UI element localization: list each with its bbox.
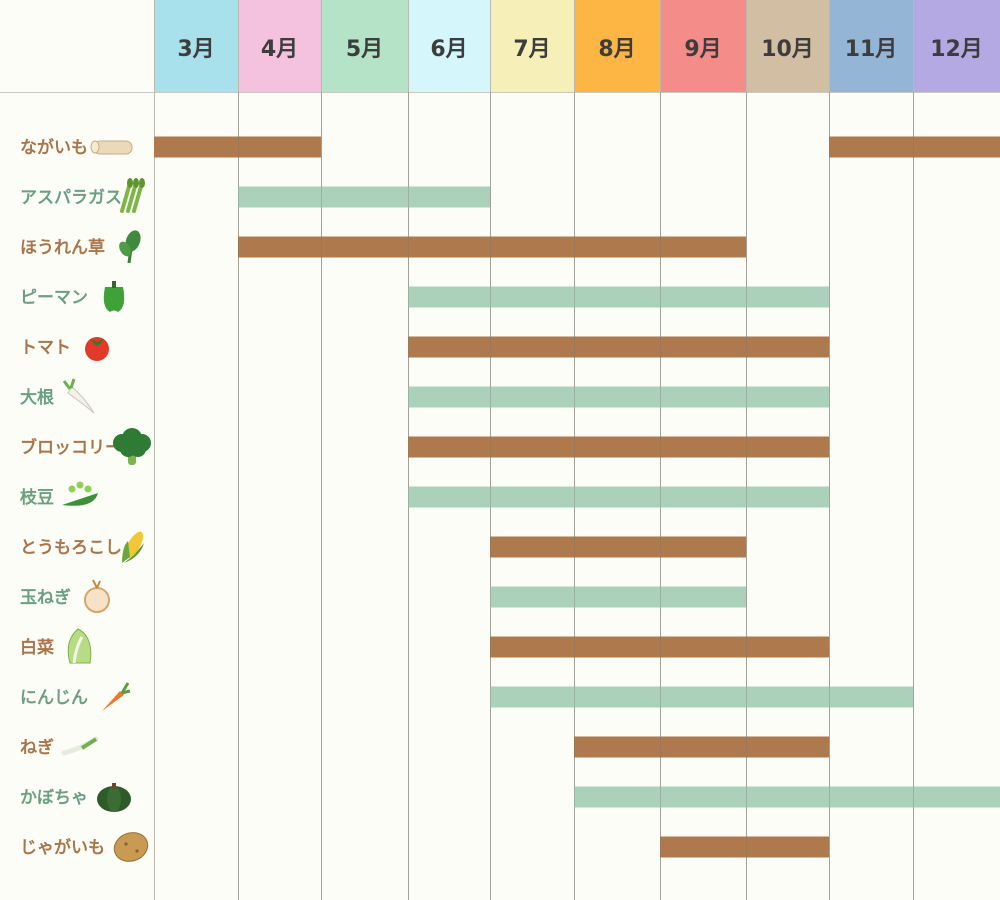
onion-icon bbox=[84, 579, 110, 613]
row-label: トマト bbox=[20, 338, 71, 358]
month-label: 6月 bbox=[430, 37, 467, 62]
season-bar bbox=[408, 386, 829, 408]
season-bar bbox=[829, 136, 1000, 158]
month-label: 3月 bbox=[177, 37, 214, 62]
season-bar bbox=[408, 486, 829, 508]
season-bar bbox=[490, 586, 746, 608]
corn-icon bbox=[122, 531, 144, 563]
season-bar bbox=[154, 136, 321, 158]
season-bar bbox=[408, 336, 829, 358]
month-header-cell bbox=[408, 0, 490, 92]
month-label: 10月 bbox=[761, 37, 814, 62]
month-label: 12月 bbox=[930, 37, 983, 62]
row-label: ながいも bbox=[20, 137, 88, 158]
month-label: 7月 bbox=[513, 37, 550, 62]
row-label: 大根 bbox=[20, 387, 54, 408]
row-label: にんじん bbox=[20, 688, 88, 708]
month-header-cell bbox=[321, 0, 408, 92]
asparagus-icon bbox=[120, 178, 145, 213]
month-header-cell bbox=[746, 0, 829, 92]
season-bar bbox=[408, 436, 829, 458]
month-label: 5月 bbox=[346, 37, 383, 62]
chinese-cabbage-icon bbox=[67, 628, 92, 664]
row-label: ねぎ bbox=[20, 737, 54, 758]
carrot-icon bbox=[102, 682, 131, 711]
month-label: 8月 bbox=[598, 37, 635, 62]
pumpkin-icon bbox=[97, 783, 131, 812]
month-header-cell bbox=[154, 0, 238, 92]
month-label: 9月 bbox=[684, 37, 721, 62]
season-bar bbox=[574, 736, 829, 758]
month-header-cell bbox=[238, 0, 321, 92]
season-bar bbox=[490, 536, 746, 558]
month-label: 11月 bbox=[845, 37, 898, 62]
nagaimo-icon bbox=[90, 140, 133, 155]
row-label: とうもろこし bbox=[20, 538, 122, 558]
row-label: じゃがいも bbox=[20, 837, 105, 858]
season-bar bbox=[574, 786, 1000, 808]
season-bar bbox=[490, 636, 829, 658]
season-bar bbox=[490, 686, 913, 708]
month-label: 4月 bbox=[261, 37, 298, 62]
month-header-cell bbox=[913, 0, 1000, 92]
potato-icon bbox=[113, 832, 149, 862]
month-header-cell bbox=[574, 0, 660, 92]
daikon-icon bbox=[62, 378, 95, 414]
edamame-icon bbox=[62, 481, 98, 506]
row-label: かぼちゃ bbox=[20, 788, 88, 808]
row-label: ほうれん草 bbox=[20, 238, 105, 258]
green-pepper-icon bbox=[103, 281, 125, 312]
row-label: アスパラガス bbox=[20, 188, 122, 208]
spinach-icon bbox=[119, 230, 141, 264]
season-bar bbox=[238, 236, 746, 258]
row-label: 白菜 bbox=[20, 637, 55, 658]
green-onion-icon bbox=[61, 736, 99, 756]
month-header-cell bbox=[829, 0, 913, 92]
month-header-cell bbox=[490, 0, 574, 92]
season-bar bbox=[238, 186, 490, 208]
season-bar bbox=[660, 836, 829, 858]
row-label: 枝豆 bbox=[20, 487, 54, 508]
broccoli-icon bbox=[113, 428, 151, 465]
month-header-cell bbox=[660, 0, 746, 92]
season-bar bbox=[408, 286, 829, 308]
row-label: ブロッコリー bbox=[20, 437, 122, 458]
tomato-icon bbox=[85, 337, 109, 361]
row-label: 玉ねぎ bbox=[20, 587, 71, 608]
row-label: ピーマン bbox=[20, 288, 88, 308]
